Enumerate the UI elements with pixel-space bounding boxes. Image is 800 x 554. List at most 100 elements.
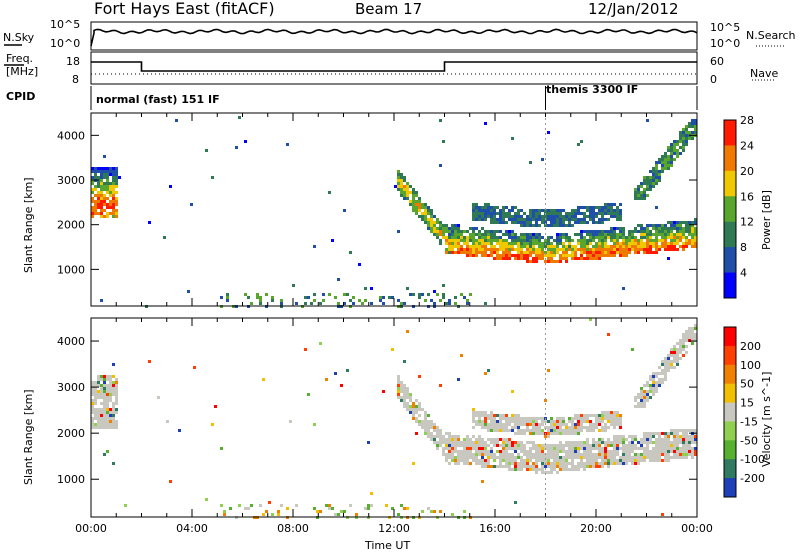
- velocity-cell: [478, 453, 481, 456]
- power-cell: [487, 230, 490, 233]
- power-cell: [517, 251, 520, 254]
- power-cell: [640, 233, 643, 236]
- velocity-cell: [271, 513, 274, 516]
- power-cell: [487, 209, 490, 212]
- velocity-cell: [637, 441, 640, 444]
- velocity-cell: [112, 384, 115, 387]
- velocity-cell: [439, 432, 442, 435]
- velocity-cell: [418, 423, 421, 426]
- power-cell: [661, 155, 664, 158]
- power-cell: [421, 218, 424, 221]
- velocity-cell: [106, 384, 109, 387]
- power-cell: [403, 188, 406, 191]
- power-cell: [637, 242, 640, 245]
- power-cell: [628, 251, 631, 254]
- power-cell: [502, 215, 505, 218]
- power-cell: [637, 188, 640, 191]
- velocity-cell: [547, 429, 550, 432]
- velocity-cell: [169, 480, 172, 483]
- velocity-cell: [613, 453, 616, 456]
- power-cell: [427, 212, 430, 215]
- velocity-cell: [613, 420, 616, 423]
- velocity-cell: [403, 399, 406, 402]
- power-cell: [556, 260, 559, 263]
- velocity-cell: [439, 438, 442, 441]
- velocity-cell: [415, 408, 418, 411]
- velocity-cell: [556, 423, 559, 426]
- power-cell: [517, 215, 520, 218]
- velocity-cell: [583, 414, 586, 417]
- power-cell: [499, 248, 502, 251]
- power-cell: [553, 260, 556, 263]
- velocity-cell: [607, 462, 610, 465]
- velocity-cell: [313, 507, 316, 510]
- power-cell: [670, 161, 673, 164]
- velocity-cell: [487, 444, 490, 447]
- velocity-cell: [103, 375, 106, 378]
- velocity-cell: [466, 444, 469, 447]
- velocity-cell: [520, 423, 523, 426]
- velocity-cell: [463, 441, 466, 444]
- velocity-cell: [682, 438, 685, 441]
- velocity-cell: [625, 438, 628, 441]
- velocity-cell: [547, 462, 550, 465]
- power-cell: [103, 170, 106, 173]
- velocity-cell: [631, 456, 634, 459]
- power-cell: [100, 197, 103, 200]
- velocity-cell: [664, 456, 667, 459]
- velocity-cell: [403, 387, 406, 390]
- velocity-cell: [673, 450, 676, 453]
- velocity-cell: [565, 453, 568, 456]
- power-cell: [541, 257, 544, 260]
- power-cell: [511, 245, 514, 248]
- power-cell: [634, 227, 637, 230]
- power-y-tick-label: 2000: [57, 219, 85, 232]
- velocity-cell: [520, 432, 523, 435]
- power-cell: [580, 221, 583, 224]
- velocity-cell: [613, 450, 616, 453]
- velocity-cell: [607, 417, 610, 420]
- power-cell: [541, 221, 544, 224]
- velocity-cell: [427, 432, 430, 435]
- power-cell: [502, 251, 505, 254]
- power-cell: [523, 236, 526, 239]
- power-cell: [91, 182, 94, 185]
- velocity-cell: [580, 456, 583, 459]
- power-cell: [508, 254, 511, 257]
- power-cell: [358, 299, 361, 302]
- power-cell: [601, 245, 604, 248]
- velocity-cell: [583, 444, 586, 447]
- power-cell: [538, 242, 541, 245]
- velocity-cell: [685, 330, 688, 333]
- power-cell: [541, 245, 544, 248]
- velocity-cell: [538, 432, 541, 435]
- velocity-cell: [691, 327, 694, 330]
- velocity-cell: [655, 438, 658, 441]
- frequency-trace: [91, 61, 697, 72]
- power-cell: [643, 176, 646, 179]
- power-cell: [577, 248, 580, 251]
- velocity-cell: [556, 444, 559, 447]
- velocity-cell: [607, 333, 610, 336]
- power-cell: [430, 215, 433, 218]
- velocity-cell: [457, 444, 460, 447]
- velocity-cell: [340, 384, 343, 387]
- velocity-cell: [670, 354, 673, 357]
- power-cell: [601, 254, 604, 257]
- velocity-cell: [544, 465, 547, 468]
- velocity-cell: [484, 426, 487, 429]
- velocity-cell: [514, 417, 517, 420]
- power-cell: [685, 230, 688, 233]
- power-cell: [601, 251, 604, 254]
- velocity-cell: [607, 450, 610, 453]
- power-cell: [103, 200, 106, 203]
- velocity-cell: [466, 441, 469, 444]
- power-cell: [430, 212, 433, 215]
- power-cell: [643, 191, 646, 194]
- velocity-cell: [244, 507, 247, 510]
- power-cell: [100, 299, 103, 302]
- velocity-cell: [637, 393, 640, 396]
- velocity-cell: [541, 468, 544, 471]
- velocity-cell: [496, 423, 499, 426]
- power-cell: [406, 185, 409, 188]
